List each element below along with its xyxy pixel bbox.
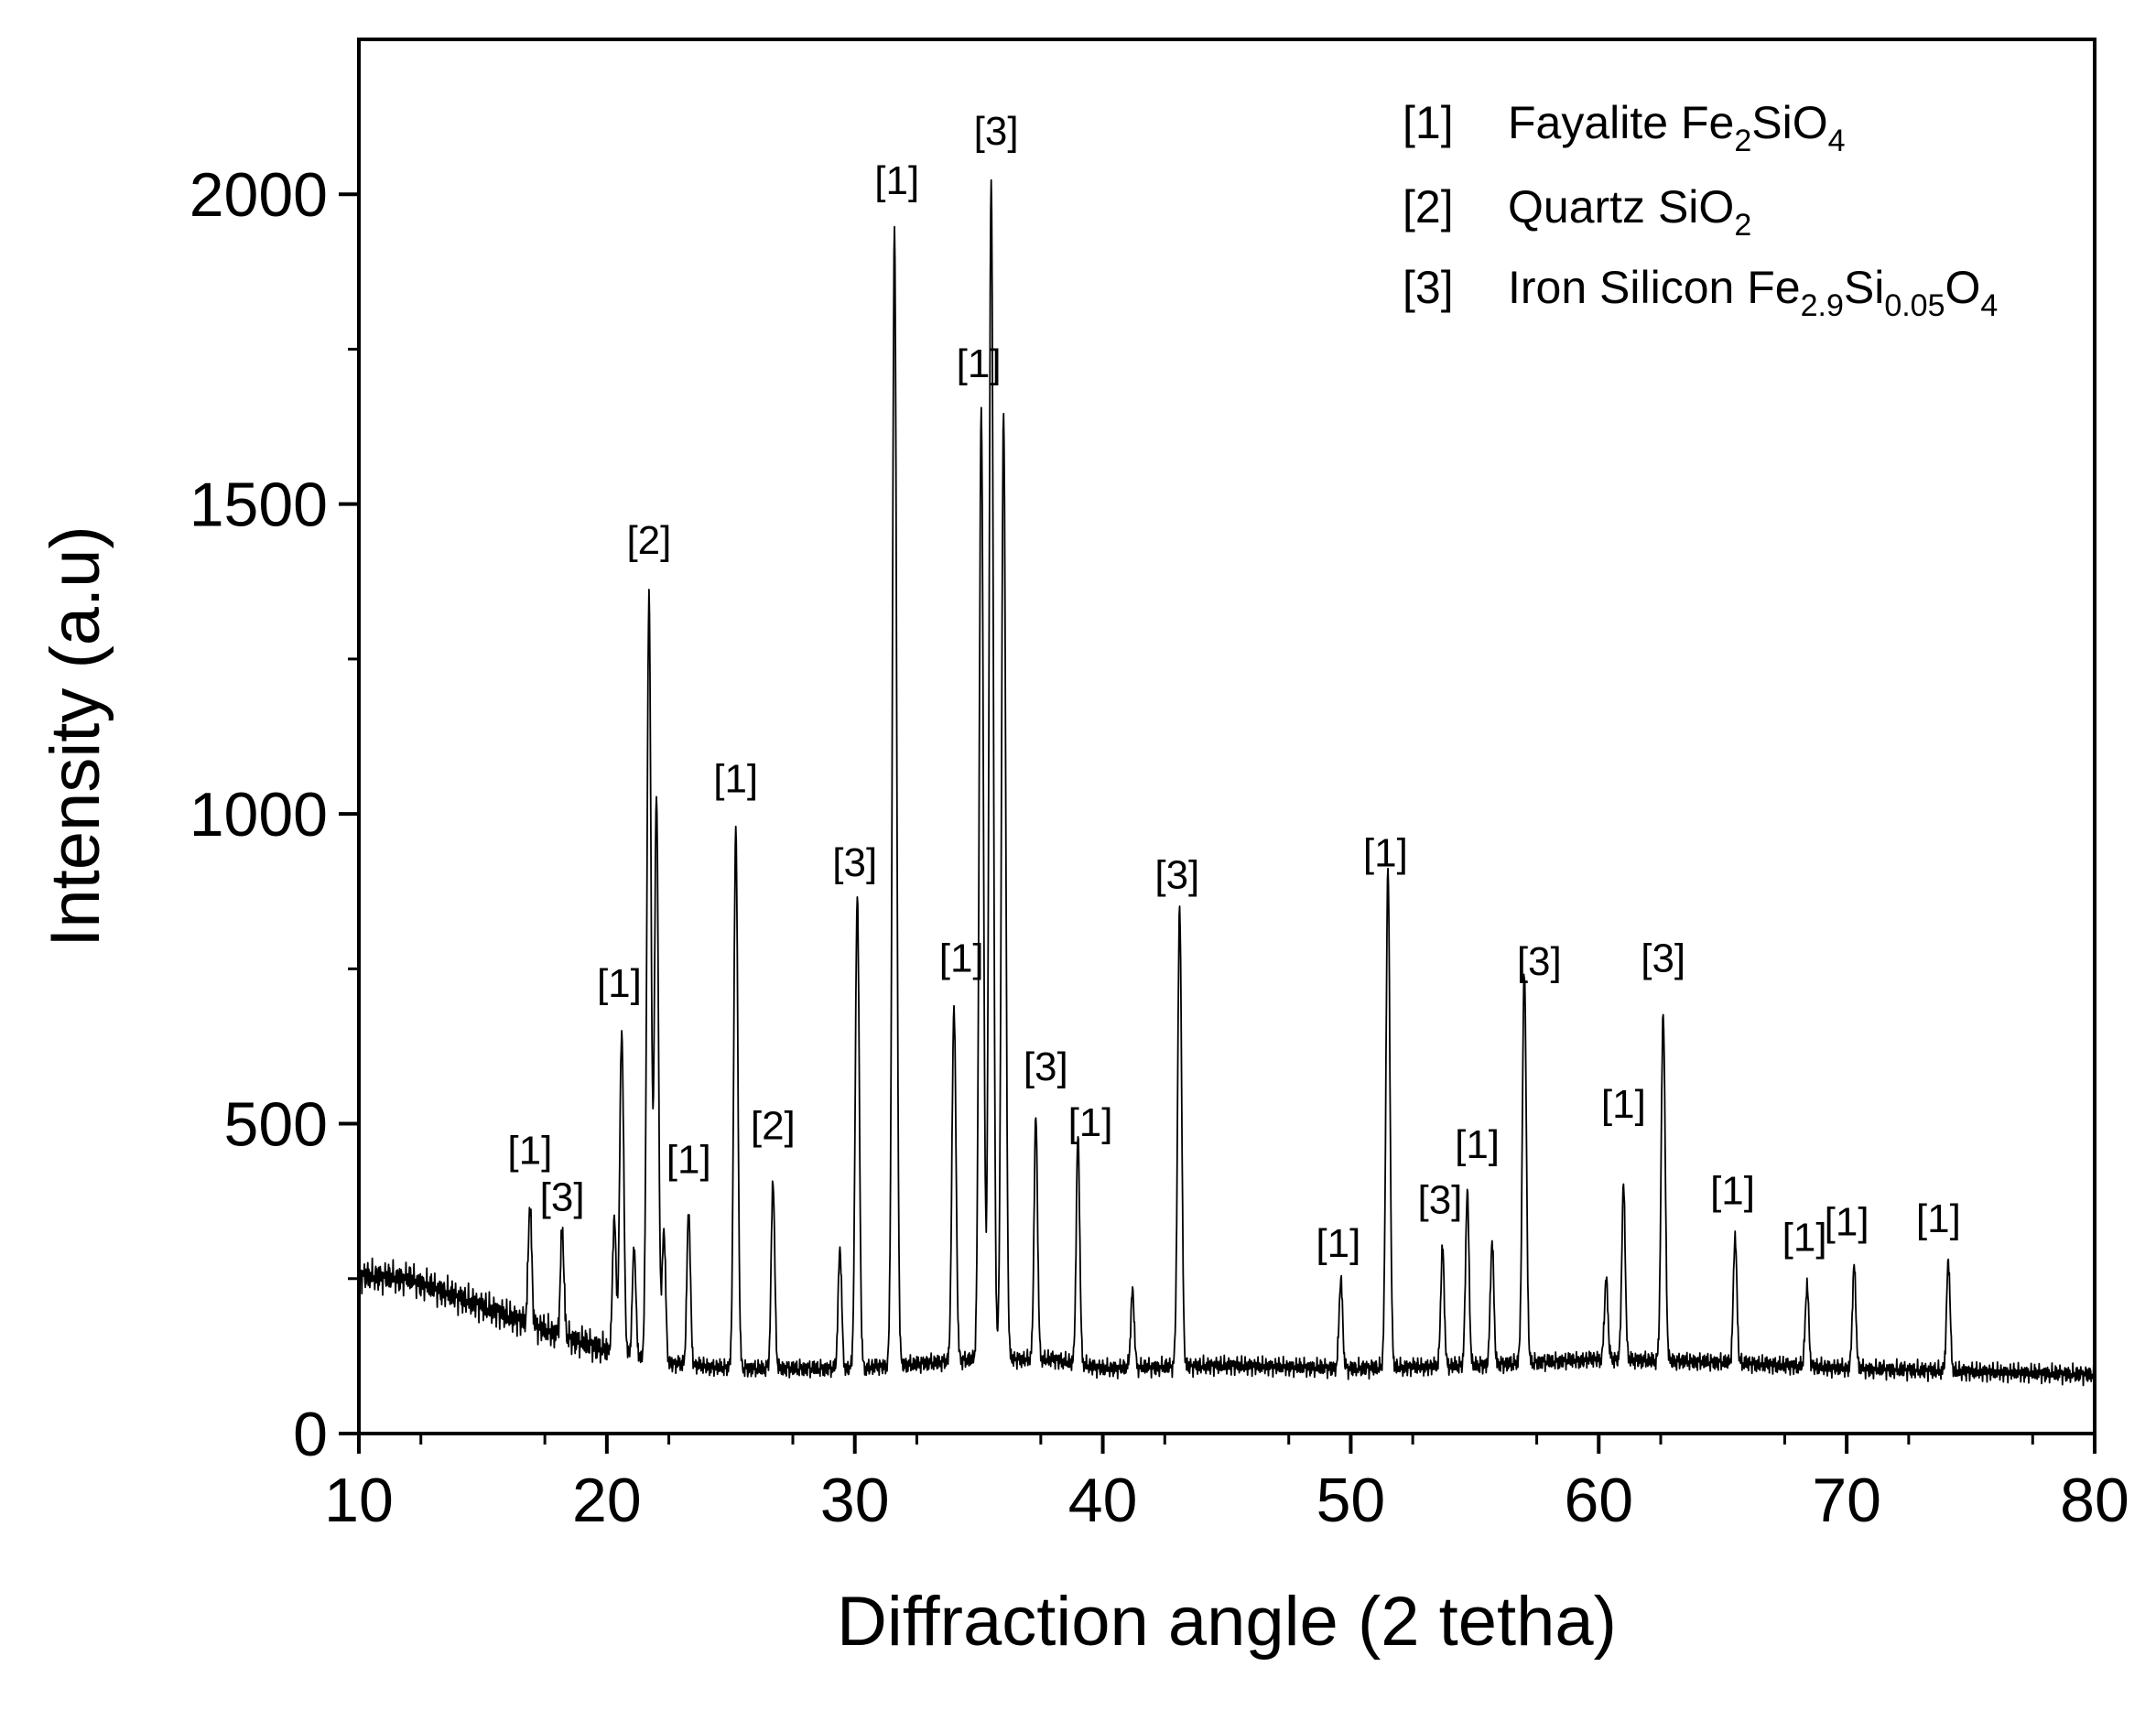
peak-label: [1] [957,341,1002,386]
legend-formula-subscript: 4 [1828,124,1846,158]
peak-label: [3] [1417,1178,1462,1223]
peak-label: [1] [1363,831,1408,876]
peak-label: [3] [1154,852,1199,897]
x-tick-label: 60 [1564,1466,1633,1535]
y-axis: 0 500 1000 1500 2000 [190,160,359,1469]
peak-label: [1] [874,158,919,203]
y-tick-label: 1500 [190,471,328,540]
peak-label: [1] [1068,1100,1113,1145]
x-axis: 10 20 30 40 50 60 70 80 [324,1434,2129,1535]
peak-label: [1] [1316,1221,1360,1266]
peak-label: [3] [1024,1044,1068,1089]
peak-label: [1] [1601,1082,1646,1127]
peak-label: [3] [1517,939,1562,984]
legend-formula-text: Fe [1747,262,1800,313]
peak-label: [3] [540,1174,585,1219]
x-tick-label: 80 [2060,1466,2129,1535]
peak-label: [1] [1782,1215,1827,1260]
peak-label: [1] [507,1129,552,1174]
legend-entry-id: [2] [1403,181,1454,233]
peak-label: [1] [1455,1122,1500,1167]
y-tick-label: 0 [293,1400,328,1469]
legend-entry-label: Iron Silicon Fe2.9Si0.05O4 [1508,262,1998,323]
x-tick-label: 30 [820,1466,890,1535]
legend-entry: [3] Iron Silicon Fe2.9Si0.05O4 [1403,262,1998,323]
y-axis-title: Intensity (a.u) [37,525,114,947]
legend-entry-id: [1] [1403,97,1454,148]
peak-label: [1] [713,756,758,801]
peak-label: [3] [832,840,877,885]
legend-entry-id: [3] [1403,262,1454,313]
y-tick-label: 500 [224,1090,328,1160]
legend-formula-text: SiO [1658,181,1734,233]
legend-entry-label: Quartz SiO2 [1508,181,1751,243]
peak-label: [3] [974,109,1019,154]
x-axis-title: Diffraction angle (2 tetha) [837,1583,1617,1661]
legend-formula-text: SiO [1751,97,1827,148]
legend-mineral-name: Fayalite [1508,97,1681,148]
x-tick-label: 20 [572,1466,642,1535]
legend-entry: [2] Quartz SiO2 [1403,181,1751,243]
legend-entry: [1] Fayalite Fe2SiO4 [1403,97,1846,158]
peak-labels: [1][3][1][2][1][1][2][3][1][1][1][3][3][… [507,109,1960,1266]
x-tick-label: 50 [1316,1466,1386,1535]
peak-label: [1] [666,1138,711,1183]
legend-entry-label: Fayalite Fe2SiO4 [1508,97,1846,158]
peak-label: [2] [751,1103,796,1148]
peak-label: [1] [597,961,642,1006]
x-tick-label: 10 [324,1466,394,1535]
legend-formula-subscript: 4 [1980,288,1998,323]
legend-mineral-name: Iron Silicon [1508,262,1747,313]
legend-formula-subscript: 2 [1734,124,1751,158]
pattern-layer [358,179,2096,1387]
peak-label: [3] [1641,936,1685,981]
peak-label: [2] [626,518,671,563]
legend-formula-text: Si [1844,262,1884,313]
plot-frame [357,38,2096,1435]
y-tick-label: 1000 [190,780,328,850]
legend-formula-subscript: 2 [1734,208,1751,243]
peak-label: [1] [1825,1199,1869,1244]
legend-formula-text: O [1945,262,1981,313]
legend-formula-text: Fe [1681,97,1734,148]
legend-formula-subscript: 2.9 [1801,288,1844,323]
peak-label: [1] [1916,1196,1961,1241]
x-tick-label: 40 [1068,1466,1138,1535]
peak-label: [1] [1710,1169,1755,1214]
peak-label: [1] [939,936,984,981]
legend: [1] Fayalite Fe2SiO4[2] Quartz SiO2[3] Iron… [1403,97,1998,323]
legend-mineral-name: Quartz [1508,181,1658,233]
legend-formula-subscript: 0.05 [1884,288,1945,323]
series-line [358,179,2096,1387]
x-tick-label: 70 [1812,1466,1881,1535]
y-tick-label: 2000 [190,160,328,230]
